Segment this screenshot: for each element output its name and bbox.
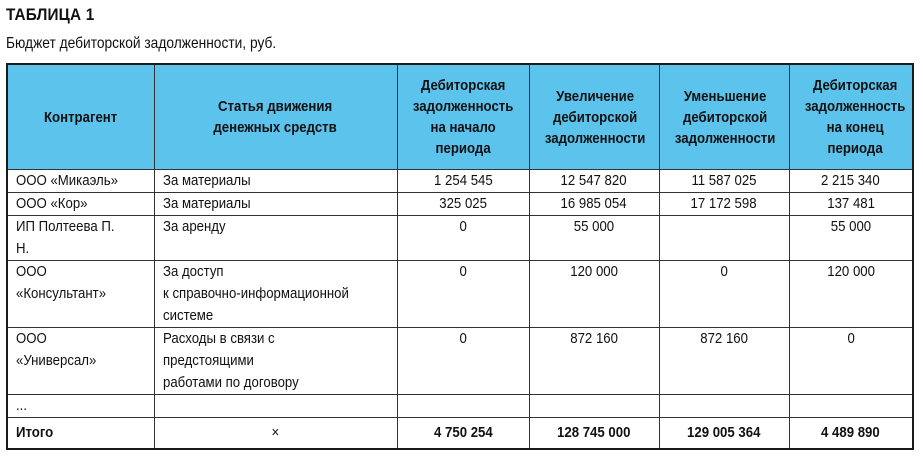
cell-start: 325 025	[396, 192, 530, 216]
table-row: ...	[6, 394, 914, 418]
cell-item	[153, 394, 398, 418]
total-increase: 128 745 000	[528, 417, 660, 450]
cell-contractor: ООО «Консультант»	[6, 260, 155, 328]
receivables-budget-table: Контрагент Статья движения денежных сред…	[6, 63, 914, 450]
cell-increase: 55 000	[528, 215, 660, 261]
cell-end: 55 000	[788, 215, 914, 261]
cell-start: 0	[396, 215, 530, 261]
cell-item: Расходы в связи с предстоящими работами …	[153, 327, 398, 395]
header-start-balance: Дебиторская задолженность на начало пери…	[396, 63, 530, 170]
cell-increase: 16 985 054	[528, 192, 660, 216]
cell-item: За доступ к справочно-информационной сис…	[153, 260, 398, 328]
cell-end: 120 000	[788, 260, 914, 328]
cell-item: За аренду	[153, 215, 398, 261]
total-row: Итого × 4 750 254 128 745 000 129 005 36…	[6, 417, 914, 450]
cell-start: 0	[396, 327, 530, 395]
cell-start: 1 254 545	[396, 169, 530, 193]
table-row: ООО «Консультант» За доступ к справочно-…	[6, 260, 914, 328]
cell-end	[788, 394, 914, 418]
header-row: Контрагент Статья движения денежных сред…	[6, 63, 914, 170]
cell-contractor: ИП Полтеева П. Н.	[6, 215, 155, 261]
cell-contractor: ООО «Кор»	[6, 192, 155, 216]
header-end-balance: Дебиторская задолженность на конец перио…	[788, 63, 914, 170]
cell-decrease	[658, 394, 790, 418]
cell-item: За материалы	[153, 192, 398, 216]
header-increase: Увеличение дебиторской задолженности	[528, 63, 660, 170]
cell-contractor: ООО «Микаэль»	[6, 169, 155, 193]
cell-increase: 120 000	[528, 260, 660, 328]
cell-decrease: 872 160	[658, 327, 790, 395]
total-end: 4 489 890	[788, 417, 914, 450]
table-row: ООО «Кор» За материалы 325 025 16 985 05…	[6, 192, 914, 216]
header-decrease: Уменьшение дебиторской задолженности	[658, 63, 790, 170]
cell-end: 137 481	[788, 192, 914, 216]
total-start: 4 750 254	[396, 417, 530, 450]
cell-end: 2 215 340	[788, 169, 914, 193]
cell-increase: 872 160	[528, 327, 660, 395]
cell-increase	[528, 394, 660, 418]
table-row: ООО «Микаэль» За материалы 1 254 545 12 …	[6, 169, 914, 193]
table-title: ТАБЛИЦА 1	[6, 5, 95, 24]
cell-decrease: 0	[658, 260, 790, 328]
cell-start: 0	[396, 260, 530, 328]
header-cash-flow-item: Статья движения денежных средств	[153, 63, 398, 170]
cell-item: За материалы	[153, 169, 398, 193]
cell-decrease: 17 172 598	[658, 192, 790, 216]
table-row: ООО «Универсал» Расходы в связи с предст…	[6, 327, 914, 395]
header-contractor: Контрагент	[6, 63, 155, 170]
cell-decrease	[658, 215, 790, 261]
cell-end: 0	[788, 327, 914, 395]
cell-start	[396, 394, 530, 418]
cell-contractor: ООО «Универсал»	[6, 327, 155, 395]
cell-contractor: ...	[6, 394, 155, 418]
cell-increase: 12 547 820	[528, 169, 660, 193]
total-cross-mark: ×	[153, 417, 398, 450]
cell-decrease: 11 587 025	[658, 169, 790, 193]
table-subtitle: Бюджет дебиторской задолженности, руб.	[6, 35, 277, 52]
total-decrease: 129 005 364	[658, 417, 790, 450]
total-label: Итого	[6, 417, 155, 450]
table-row: ИП Полтеева П. Н. За аренду 0 55 000 55 …	[6, 215, 914, 261]
